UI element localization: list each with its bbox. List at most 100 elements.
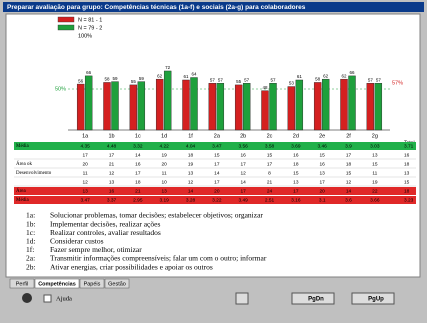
table-cell: 12: [188, 179, 194, 185]
title-bar: [3, 2, 424, 12]
bar: [103, 82, 111, 131]
top-label: 100%: [78, 33, 92, 39]
bar-value-label: 48: [262, 85, 268, 90]
bar-value-label: 58: [315, 77, 321, 82]
table-cell: 12: [346, 179, 352, 185]
bar: [208, 83, 217, 131]
category-label: 1d: [161, 133, 167, 139]
bar: [242, 83, 251, 131]
description-text: Fazer sempre melhor, otimizar: [50, 245, 142, 254]
description-key: 1b:: [26, 219, 36, 228]
table-cell: 2.51: [265, 197, 275, 203]
description-key: 1c:: [26, 228, 35, 237]
table-cell: 4.48: [107, 143, 117, 149]
table-cell: 13: [161, 188, 167, 194]
bar-value-label: 55: [131, 79, 137, 84]
table-cell: 20: [161, 161, 167, 167]
table-total: 18: [404, 188, 410, 194]
table-cell: 14: [240, 179, 246, 185]
table-cell: 17: [214, 179, 220, 185]
table-cell: 14: [188, 188, 194, 194]
bar: [84, 75, 93, 131]
table-cell: 17: [214, 161, 220, 167]
bar: [137, 81, 146, 131]
table-cell: 13: [319, 170, 325, 176]
tab[interactable]: [104, 278, 130, 289]
table-cell: 16: [293, 152, 299, 158]
bar-value-label: 57: [218, 77, 224, 82]
table-cell: 3.28: [186, 197, 196, 203]
bar: [216, 83, 225, 131]
bar-value-label: 57: [210, 77, 216, 82]
table-cell: 3.9: [345, 143, 352, 149]
table-cell: 16: [319, 161, 325, 167]
table-row-label: Média: [16, 198, 30, 203]
table-cell: 19: [188, 161, 194, 167]
print-button[interactable]: [235, 292, 249, 305]
bar: [190, 77, 198, 131]
table-cell: 11: [83, 170, 88, 176]
table-cell: 21: [135, 188, 141, 194]
table-cell: 11: [372, 170, 377, 176]
bar: [163, 70, 172, 131]
tab-label: Papéis: [84, 281, 101, 287]
table-row-band: [14, 187, 416, 195]
table-cell: 8: [268, 170, 271, 176]
bar-value-label: 61: [183, 74, 189, 79]
table-cell: 17: [135, 170, 141, 176]
description-text: Implementar decisões, realizar ações: [50, 219, 160, 228]
bar: [366, 83, 375, 131]
description-key: 2b:: [26, 262, 36, 271]
table-cell: 17: [293, 188, 299, 194]
table-cell: 12: [240, 170, 246, 176]
bar: [321, 78, 330, 131]
bar-value-label: 53: [289, 81, 295, 86]
table-row-label: Área ok: [16, 161, 32, 167]
category-label: 2e: [319, 133, 325, 139]
bar: [374, 83, 383, 131]
bar: [269, 83, 277, 131]
description-text: Ativar energias, criar possibilidades e …: [50, 262, 213, 271]
bar-value-label: 62: [323, 73, 329, 78]
bar-value-label: 55: [236, 79, 242, 84]
bar-value-label: 58: [104, 77, 110, 82]
category-label: 2c: [267, 133, 273, 139]
bar: [155, 78, 164, 131]
tab[interactable]: [34, 278, 80, 289]
bar-value-label: 56: [78, 78, 84, 83]
category-label: 1b: [108, 133, 114, 139]
table-cell: 22: [372, 188, 378, 194]
tab[interactable]: [79, 278, 105, 289]
page-down-button[interactable]: [291, 292, 335, 305]
bar-value-label: 66: [86, 70, 92, 75]
table-cell: 18: [293, 161, 299, 167]
bar: [348, 75, 356, 131]
bar-value-label: 66: [349, 70, 355, 75]
description-key: 1d:: [26, 237, 36, 246]
table-cell: 15: [267, 152, 273, 158]
description-text: Considerar custos: [50, 237, 104, 246]
right-label: 57%: [392, 81, 403, 87]
bar: [340, 78, 348, 131]
table-cell: 14: [135, 152, 141, 158]
legend-swatch: [57, 24, 75, 31]
category-label: 2g: [372, 133, 378, 139]
table-cell: 24: [267, 188, 273, 194]
table-cell: 3.6: [345, 197, 352, 203]
table-cell: 3.69: [291, 143, 301, 149]
left-label: 50%: [55, 86, 66, 92]
page-up-button[interactable]: [351, 292, 395, 305]
tab[interactable]: [9, 278, 35, 289]
bar: [287, 86, 296, 131]
bar: [234, 84, 243, 131]
status-icon: [22, 293, 32, 303]
table-cell: 4.22: [159, 143, 169, 149]
tab-label: Gestão: [108, 281, 126, 287]
bar-value-label: 72: [165, 65, 171, 70]
bar: [313, 82, 322, 131]
table-cell: 14: [214, 170, 220, 176]
table-cell: 2.95: [133, 197, 143, 203]
bar-value-label: 64: [191, 72, 197, 77]
help-checkbox[interactable]: [43, 294, 52, 303]
table-cell: 12: [109, 170, 115, 176]
